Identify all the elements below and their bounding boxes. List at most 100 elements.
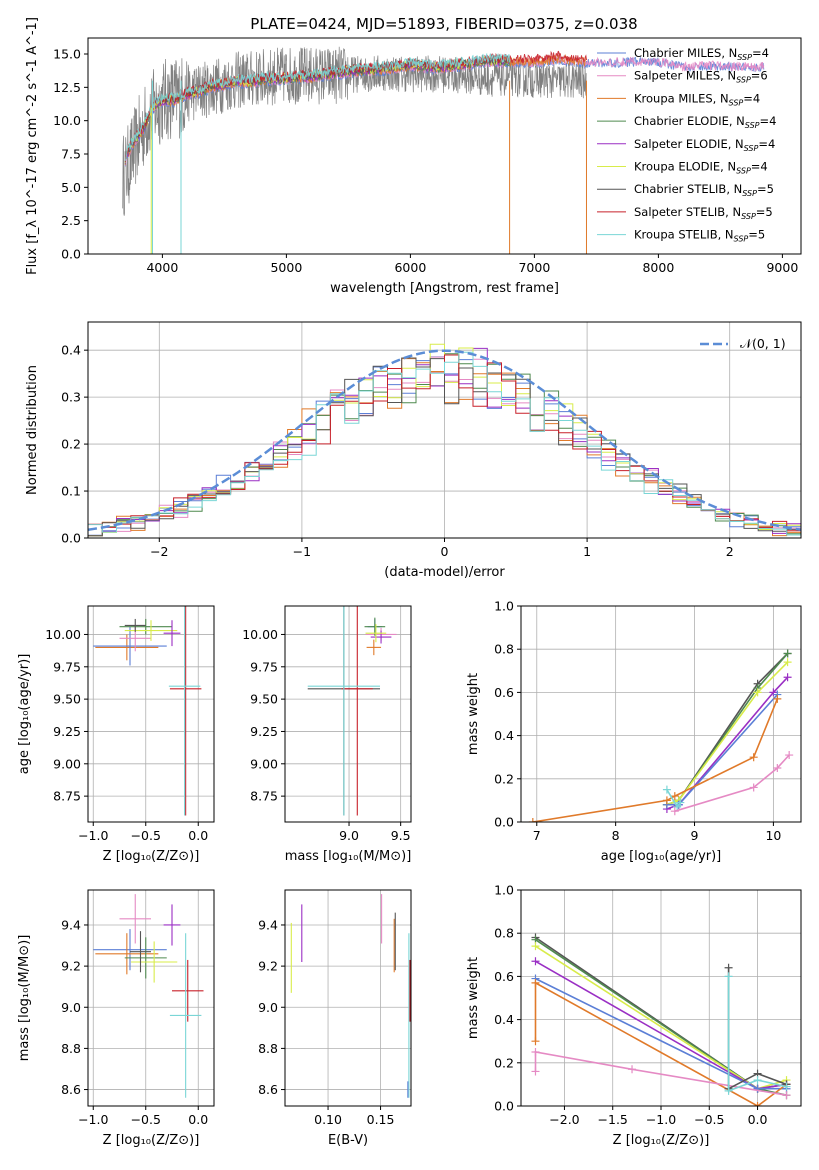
y-tick-label: 9.50: [250, 692, 278, 707]
x-tick-label: −1.0: [646, 1112, 676, 1127]
y-axis-label: Normed distribution: [25, 365, 40, 495]
data-point: [528, 818, 537, 822]
legend-entry: Chabrier MILES, NSSP=4: [634, 46, 769, 62]
x-tick-label: 8: [612, 828, 620, 843]
y-tick-label: 0.0: [61, 531, 81, 546]
y-tick-label: 0.3: [61, 390, 81, 405]
x-tick-label: 5000: [270, 260, 302, 275]
data-point: [785, 751, 794, 760]
y-tick-label: 9.0: [258, 1000, 278, 1015]
x-tick-label: 4000: [146, 260, 178, 275]
y-tick-label: 9.75: [250, 659, 278, 674]
y-tick-label: 5.0: [61, 180, 81, 195]
data-point: [783, 658, 792, 667]
plot-area-residuals: [88, 343, 801, 537]
data-point: [662, 796, 671, 805]
x-tick-label: 10: [765, 828, 781, 843]
x-axis-label: Z [log₁₀(Z/Z⊙)]: [103, 1133, 200, 1148]
data-point: [753, 1084, 762, 1093]
histogram-chabrier-stelib: [88, 357, 801, 537]
x-axis-label: age [log₁₀(age/yr)]: [601, 849, 722, 864]
data-point: [531, 1048, 540, 1056]
y-tick-label: 0.4: [61, 343, 81, 358]
y-axis-label: mass weight: [466, 957, 481, 1039]
data-point: [782, 1082, 791, 1091]
data-point: [531, 942, 540, 951]
x-axis-label: Z [log₁₀(Z/Z⊙)]: [613, 1133, 710, 1148]
axes-mass-weight-vs-age: 7 8 9 10 0.0 0.2 0.4 0.6 0.8 1.0 age [log₁₀(age/yr…: [466, 599, 802, 864]
y-tick-label: 8.6: [258, 1082, 278, 1097]
model-spectrum-kroupa-stelib: [124, 53, 511, 162]
y-tick-label: 9.00: [53, 756, 81, 771]
y-axis-label: mass [log₁₀(M/M⊙)]: [17, 935, 32, 1062]
legend-entry: Salpeter STELIB, NSSP=5: [634, 205, 773, 221]
x-tick-label: −0.5: [694, 1112, 724, 1127]
plot-area-age-vs-Z: [93, 606, 202, 816]
data-point: [753, 1102, 762, 1106]
series-line-salpeter-miles: [674, 754, 790, 812]
legend-entry: Kroupa STELIB, NSSP=5: [634, 228, 765, 244]
y-tick-label: 8.8: [61, 1041, 81, 1056]
x-tick-label: −0.5: [131, 1112, 161, 1127]
data-point: [531, 978, 540, 987]
y-tick-label: 9.0: [61, 1000, 81, 1015]
legend-entry: Chabrier STELIB, NSSP=5: [634, 182, 774, 198]
plot-area-mass-vs-EBV: [290, 894, 411, 1098]
data-point: [724, 972, 733, 981]
legend-entry: Kroupa ELODIE, NSSP=4: [634, 160, 768, 176]
axes-frame: [87, 605, 215, 823]
x-axis-label: wavelength [Angstrom, rest frame]: [330, 281, 559, 296]
y-tick-label: 0.6: [494, 969, 514, 984]
axes-spectrum: 4000 5000 6000 7000 8000 9000 0.0 2.5 5.0 7.5 10.0…: [25, 17, 802, 296]
y-tick-label: 0.6: [494, 685, 514, 700]
y-tick-label: 10.00: [45, 627, 81, 642]
x-tick-label: −1: [293, 544, 311, 559]
axes-frame: [284, 605, 412, 823]
x-tick-label: 0.0: [188, 828, 208, 843]
x-tick-label: 9000: [766, 260, 798, 275]
y-tick-label: 0.2: [61, 437, 81, 452]
y-tick-label: 0.4: [494, 728, 514, 743]
x-tick-label: 0.10: [314, 1112, 342, 1127]
series-line-salpeter-miles: [534, 1051, 787, 1096]
data-point: [531, 1067, 540, 1076]
plot-area-age-vs-mass: [307, 606, 397, 816]
legend-entry: Salpeter ELODIE, NSSP=4: [634, 137, 775, 153]
y-tick-label: 0.1: [61, 484, 81, 499]
y-tick-label: 9.2: [258, 959, 278, 974]
y-tick-label: 0.2: [494, 771, 514, 786]
legend-entry: Chabrier ELODIE, NSSP=4: [634, 114, 776, 130]
x-axis-label: mass [log₁₀(M/M⊙)]: [285, 849, 412, 864]
data-point: [782, 1091, 791, 1100]
axes-frame: [87, 889, 215, 1107]
x-tick-label: −1.0: [78, 828, 108, 843]
x-axis-label: Z [log₁₀(Z/Z⊙)]: [103, 849, 200, 864]
axes-frame: [87, 37, 802, 255]
legend-entry: 𝒩(0, 1): [740, 336, 786, 351]
x-tick-label: 6000: [394, 260, 426, 275]
x-tick-label: 7: [533, 828, 541, 843]
plot-area-mass-weight-vs-Z: [531, 933, 791, 1106]
y-tick-label: 12.5: [53, 80, 81, 95]
data-point: [753, 1076, 762, 1085]
x-tick-label: 7000: [518, 260, 550, 275]
data-point: [724, 963, 733, 972]
y-axis-label: Flux [f_λ 10^-17 erg cm^-2 s^-1 A^-1]: [25, 17, 40, 275]
x-axis-label: E(B-V): [328, 1133, 368, 1148]
axes-age-vs-Z: −1.0 −0.5 0.0 8.75 9.00 9.25 9.50 9.75 10.00 Z [l…: [17, 605, 215, 864]
x-tick-label: 0: [441, 544, 449, 559]
x-tick-label: 9: [691, 828, 699, 843]
y-tick-label: 8.8: [258, 1041, 278, 1056]
data-point: [673, 802, 682, 811]
x-tick-label: −2.0: [549, 1112, 579, 1127]
y-tick-label: 9.25: [53, 724, 81, 739]
y-tick-label: 9.4: [258, 917, 278, 932]
plot-area-mass-vs-Z: [93, 894, 204, 1098]
data-point: [773, 694, 782, 703]
y-tick-label: 9.50: [53, 692, 81, 707]
normal-curve: [88, 349, 801, 532]
data-point: [676, 798, 685, 807]
data-point: [773, 764, 782, 772]
x-tick-label: 0.0: [188, 1112, 208, 1127]
